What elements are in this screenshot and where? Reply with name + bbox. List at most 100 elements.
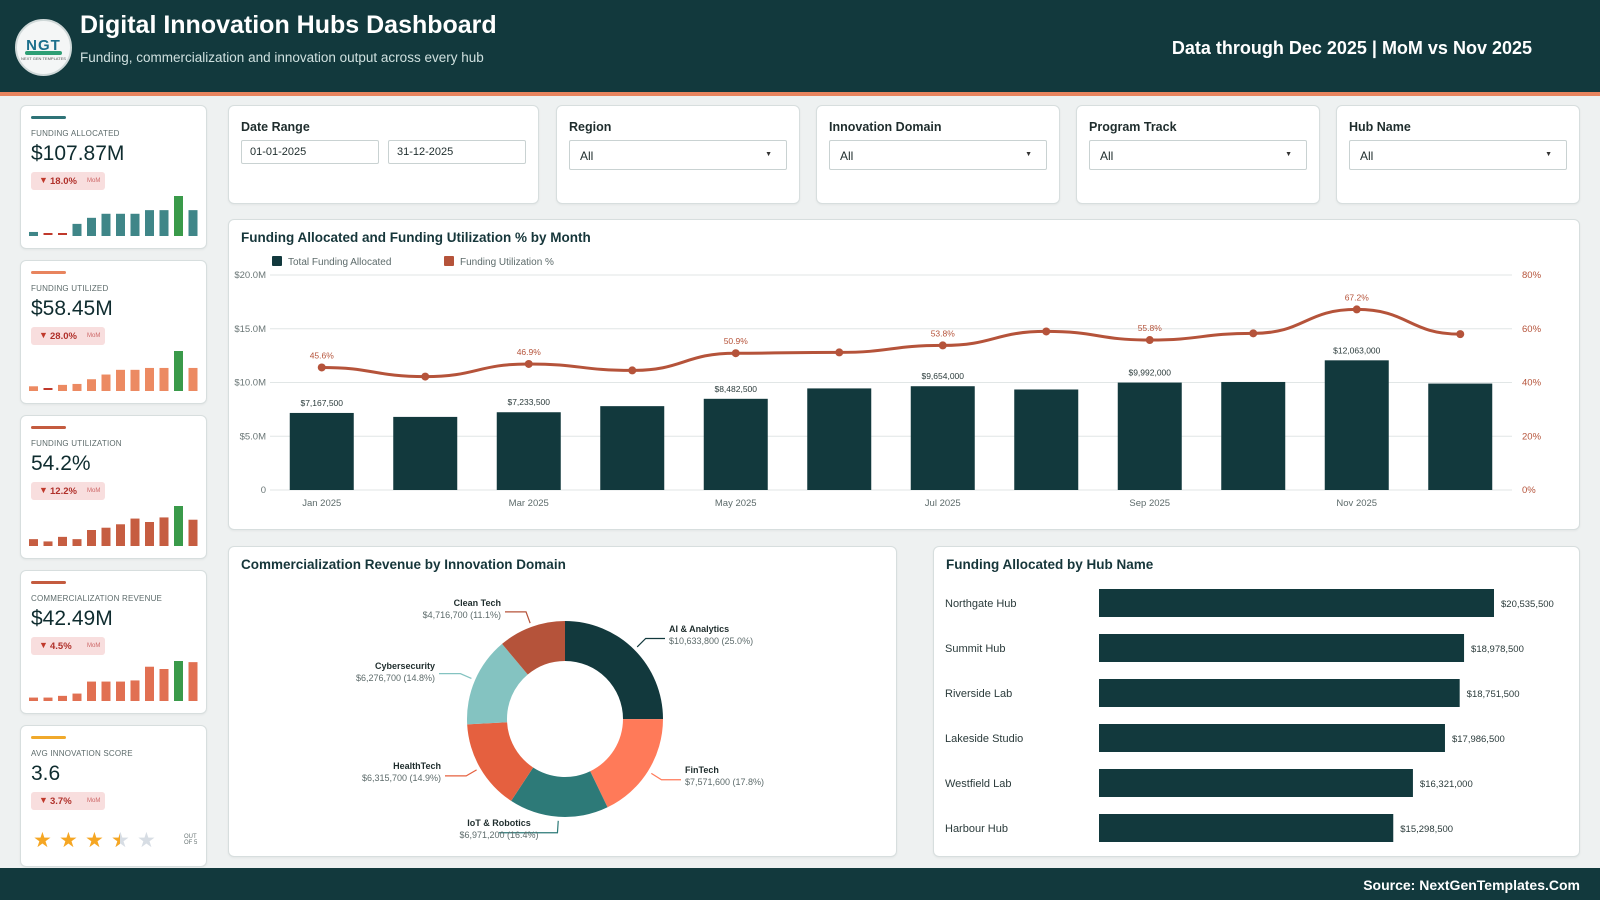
- down-triangle-icon: ▼: [39, 640, 48, 650]
- leader-line: [636, 637, 665, 648]
- spark-bar: [174, 196, 183, 236]
- y-axis-left-tick: $20.0M: [234, 270, 266, 281]
- slice-value-label: $6,315,700 (14.9%): [362, 773, 441, 783]
- spark-bar: [174, 661, 183, 701]
- spark-bar: [58, 384, 67, 391]
- spark-bar: [43, 388, 53, 390]
- spark-bar: [29, 386, 38, 391]
- filter-region: Region All ▼: [556, 105, 800, 204]
- header-bar: NGT NEXT GEN TEMPLATES Digital Innovatio…: [0, 0, 1600, 92]
- date-from-input[interactable]: 01-01-2025: [241, 140, 379, 164]
- spark-bar: [188, 210, 198, 236]
- kpi-label: FUNDING ALLOCATED: [31, 129, 120, 138]
- hub-bar-chart: Northgate Hub $20,535,500 Summit Hub $18,97…: [945, 589, 1554, 842]
- filter-label: Date Range: [241, 120, 310, 134]
- hub-bar: [1099, 814, 1394, 842]
- slice-value-label: $4,716,700 (11.1%): [423, 610, 501, 620]
- slice-value-label: $6,276,700 (14.8%): [356, 673, 435, 683]
- legend-label-utilization: Funding Utilization %: [460, 257, 554, 268]
- kpi-value: 54.2%: [31, 452, 91, 475]
- filter-date-range: Date Range 01-01-2025 31-12-2025: [228, 105, 539, 204]
- y-axis-left-tick: 0: [261, 485, 266, 496]
- kpi-sparkline: [29, 661, 198, 701]
- kpi-change-badge: ▼ 18.0% MoM: [31, 172, 105, 190]
- spark-bar: [130, 369, 140, 391]
- chart-title: Funding Allocated by Hub Name: [946, 557, 1154, 572]
- down-triangle-icon: ▼: [39, 175, 48, 185]
- spark-bar: [174, 506, 183, 546]
- program-track-select[interactable]: All ▼: [1089, 140, 1307, 170]
- header-accent-stripe: [0, 92, 1600, 96]
- chart-title: Commercialization Revenue by Innovation …: [241, 557, 566, 572]
- star-icon: ★: [33, 829, 52, 852]
- spark-bar: [159, 669, 169, 701]
- hub-value-label: $16,321,000: [1420, 779, 1473, 790]
- monthly-funding-chart-panel: Funding Allocated and Funding Utilizatio…: [228, 219, 1580, 530]
- funding-bar: [1221, 381, 1286, 490]
- kpi-change-badge: ▼ 12.2% MoM: [31, 482, 105, 500]
- spark-bar: [145, 522, 154, 546]
- spark-bar: [72, 383, 82, 391]
- star-icon: ★: [85, 829, 104, 852]
- kpi-accent: [31, 736, 66, 739]
- x-axis-tick: Mar 2025: [509, 498, 549, 509]
- kpi-change-badge: ▼ 28.0% MoM: [31, 327, 105, 345]
- hub-value-label: $20,535,500: [1501, 599, 1554, 610]
- spark-bar: [72, 693, 82, 701]
- y-axis-right-tick: 80%: [1522, 270, 1542, 281]
- utilization-point: [731, 349, 740, 358]
- line-data-label: 45.6%: [310, 350, 335, 360]
- spark-bar: [101, 681, 111, 701]
- spark-bar: [145, 666, 154, 701]
- hub-name-select[interactable]: All ▼: [1349, 140, 1567, 170]
- donut-slice: [502, 621, 565, 675]
- hub-bar: [1099, 634, 1465, 662]
- spark-bar: [43, 233, 53, 235]
- hub-value-label: $18,751,500: [1467, 689, 1520, 700]
- spark-bar: [130, 680, 140, 701]
- date-to-input[interactable]: 31-12-2025: [388, 140, 526, 164]
- utilization-point: [1249, 329, 1258, 338]
- hub-label: Summit Hub: [945, 643, 1006, 655]
- down-triangle-icon: ▼: [39, 795, 48, 805]
- innovation-domain-select[interactable]: All ▼: [829, 140, 1047, 170]
- hub-label: Riverside Lab: [945, 688, 1012, 700]
- kpi-sparkline: [29, 506, 198, 546]
- bar-data-label: $9,654,000: [921, 371, 964, 381]
- monthly-funding-chart: Total Funding Allocated Funding Utilizat…: [234, 256, 1542, 509]
- kpi-value: 3.6: [31, 762, 61, 785]
- filter-label: Innovation Domain: [829, 120, 942, 134]
- donut-slice: [467, 722, 534, 801]
- kpi-label: FUNDING UTILIZED: [31, 284, 109, 293]
- spark-bar: [116, 524, 125, 546]
- logo: NGT NEXT GEN TEMPLATES: [15, 19, 72, 76]
- kpi-card-funding-utilized: FUNDING UTILIZED $58.45M ▼ 28.0% MoM: [20, 260, 207, 404]
- y-axis-right-tick: 60%: [1522, 324, 1542, 335]
- leader-line: [651, 772, 681, 781]
- kpi-card-funding-utilization: FUNDING UTILIZATION 54.2% ▼ 12.2% MoM: [20, 415, 207, 559]
- source-credit: Source: NextGenTemplates.Com: [1363, 877, 1580, 893]
- kpi-change-badge: ▼ 3.7% MoM: [31, 792, 105, 810]
- x-axis-tick: Jan 2025: [302, 498, 341, 509]
- slice-value-label: $10,633,800 (25.0%): [669, 636, 753, 646]
- kpi-change: 18.0%: [50, 176, 77, 187]
- kpi-change-badge: ▼ 4.5% MoM: [31, 637, 105, 655]
- funding-bar: [393, 416, 458, 490]
- hub-bar: [1099, 724, 1445, 752]
- y-axis-left-tick: $5.0M: [240, 431, 266, 442]
- spark-bar: [101, 374, 111, 391]
- utilization-point: [1352, 305, 1361, 314]
- funding-bar: [703, 398, 768, 490]
- x-axis-tick: Sep 2025: [1129, 498, 1170, 509]
- legend-label-funding: Total Funding Allocated: [288, 257, 391, 268]
- chevron-down-icon: ▼: [765, 151, 772, 158]
- kpi-value: $42.49M: [31, 607, 113, 630]
- region-select[interactable]: All ▼: [569, 140, 787, 170]
- kpi-value: $58.45M: [31, 297, 113, 320]
- chevron-down-icon: ▼: [1285, 151, 1292, 158]
- utilization-line: [321, 307, 1461, 379]
- leader-line: [499, 820, 559, 834]
- donut-slice: [511, 767, 608, 817]
- utilization-point: [1042, 327, 1051, 336]
- filter-label: Hub Name: [1349, 120, 1411, 134]
